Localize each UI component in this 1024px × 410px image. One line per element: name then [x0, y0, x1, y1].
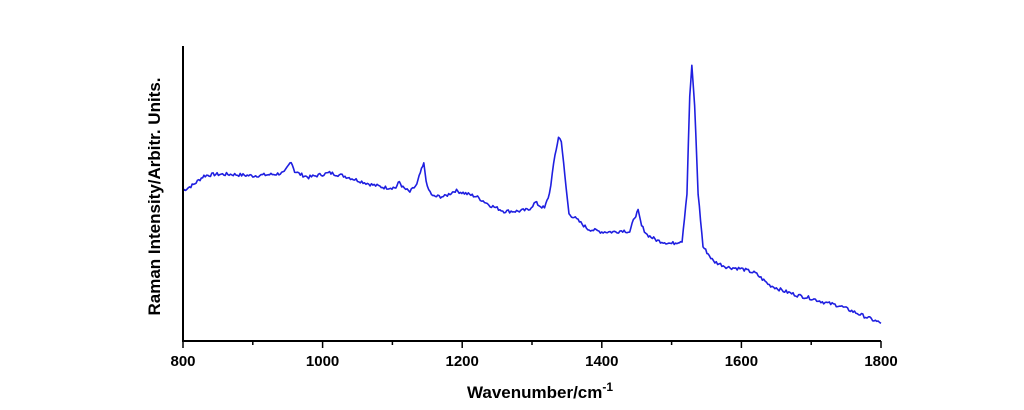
x-axis-title: Wavenumber/cm-1: [467, 380, 613, 402]
x-axis-title-main: Wavenumber/cm: [467, 383, 602, 402]
x-tick-label: 1200: [446, 353, 479, 370]
x-tick-label: 1800: [864, 353, 897, 370]
x-tick-label: 1000: [306, 353, 339, 370]
spectrum-line: [182, 64, 882, 324]
x-axis-title-superscript: -1: [602, 380, 613, 394]
x-tick-label: 800: [170, 353, 195, 370]
plot-area: 800 1000 1200 1400 1600 1800: [170, 46, 898, 370]
x-tick-label: 1600: [725, 353, 758, 370]
y-axis-title: Raman Intensity/Arbitr. Units.: [145, 77, 164, 315]
x-tick-label: 1400: [585, 353, 618, 370]
